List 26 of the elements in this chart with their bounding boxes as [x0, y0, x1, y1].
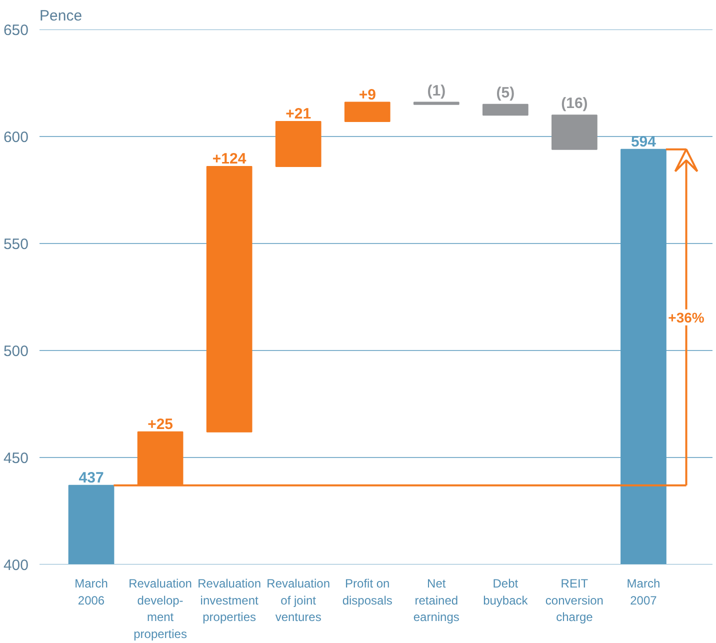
data-label: +124 — [212, 150, 247, 168]
y-tick-label: 400 — [3, 557, 29, 574]
y-tick-label: 500 — [3, 343, 29, 360]
x-tick-label: REIT conversion charge — [545, 576, 604, 624]
data-label: (1) — [427, 82, 446, 100]
data-label: 594 — [630, 133, 657, 150]
y-tick-label: 550 — [3, 236, 29, 253]
data-label: (16) — [561, 95, 588, 112]
x-tick-label: Revaluation investment properties — [198, 576, 262, 624]
x-tick-label: March 2006 — [74, 576, 108, 608]
y-tick-label: 600 — [3, 129, 29, 146]
y-axis-title: Pence — [40, 8, 82, 24]
x-tick-label: Revaluation develop- ment properties — [128, 576, 192, 641]
y-tick-label: 650 — [3, 22, 29, 39]
data-label: 437 — [78, 469, 104, 486]
annotation: +36% — [668, 309, 705, 326]
x-tick-label: Profit on disposals — [342, 576, 392, 608]
y-tick-label: 450 — [3, 450, 29, 467]
x-tick-label: March 2007 — [626, 576, 660, 608]
data-label: (5) — [496, 84, 515, 102]
data-label: +25 — [148, 416, 174, 433]
x-tick-label: Revaluation of joint ventures — [266, 576, 330, 624]
data-label: +21 — [286, 106, 312, 123]
x-tick-label: Net retained earnings — [413, 576, 460, 624]
data-label: +9 — [358, 86, 376, 104]
x-tick-label: Debt buyback — [483, 576, 529, 608]
